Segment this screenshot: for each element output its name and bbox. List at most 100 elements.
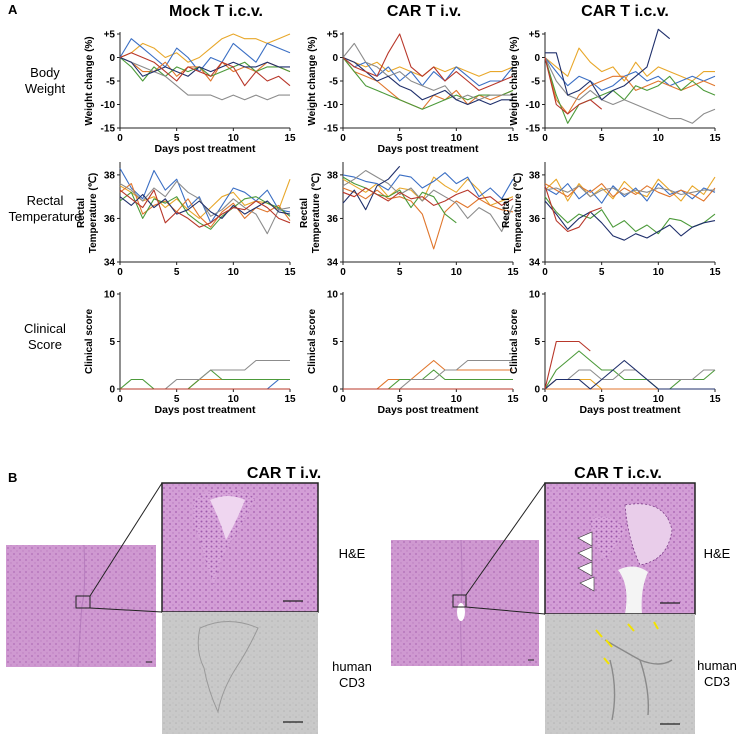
series-line-3 [119,183,291,228]
series-line-7 [342,33,514,91]
y-axis-label: Temperature (℃) [88,173,99,254]
row-title-rectal-temp-2: Temperature [9,209,82,224]
stain-label-cd3-right-2: CD3 [704,674,730,689]
stain-label-cd3-right-1: human [697,658,737,673]
chart-1-1: -15 -10 -5 0 +5 0 5 10 15 Weight change (%) Days p… [84,30,296,156]
series-line-4 [119,191,291,230]
series-line-1 [544,176,716,202]
arrowhead-marker [577,546,593,562]
row-title-body-weight-1: Body [30,65,60,80]
x-tick-label: 0 [340,394,346,405]
series-line-1 [119,33,291,63]
zoom-line-top [89,482,163,597]
y-tick-label: -10 [101,100,116,111]
chart-2-3: 34 36 38 0 5 10 15 Rectal Temperature (℃) [501,162,721,278]
series-line-5 [119,180,291,235]
series-line-6 [545,28,671,101]
x-tick-label: 10 [451,394,463,405]
series-line-5 [120,359,290,390]
series-line-2 [120,378,290,390]
series-line-2 [119,168,291,224]
arrow-marker [595,629,603,638]
x-axis-label: Days post treatment [580,404,681,416]
x-tick-label: 10 [228,133,240,144]
series-line-6 [342,165,401,211]
x-tick-label: 10 [653,394,665,405]
row-title-body-weight-2: Weight [25,81,66,96]
chart-1-3: -15 -10 -5 0 +5 0 5 10 15 Weight change (%) [509,28,721,144]
x-tick-label: 0 [117,394,123,405]
chart-3-3: 0 5 10 0 5 10 15 Clinical score Days post treatm… [509,290,721,417]
chart-3-1: 0 5 10 0 5 10 15 Clinical score Days post treatm… [84,290,296,417]
stain-label-cd3-left-2: CD3 [339,675,365,690]
x-tick-label: 0 [340,267,346,278]
series-line-5 [119,56,290,101]
y-axis-label: Rectal [76,198,87,228]
y-tick-label: 0 [332,385,338,396]
he-overview-car-icv [391,539,539,667]
y-tick-label: 38 [327,170,339,181]
he-zoom-car-icv [544,482,696,615]
x-tick-label: 5 [599,267,605,278]
series-line-7 [119,189,291,228]
x-tick-label: 5 [397,267,403,278]
series-line-3 [120,378,290,390]
y-tick-label: -5 [329,77,338,88]
x-tick-label: 5 [599,133,605,144]
panel-a-label: A [8,2,18,17]
arrowhead-marker [579,576,595,592]
y-tick-label: -5 [106,77,115,88]
y-tick-label: +5 [529,30,541,41]
zoom-line-bottom [465,606,546,615]
y-axis-label: Temperature (℃) [311,173,322,254]
series-line-7 [342,187,514,206]
series-line-5 [342,42,513,101]
arrow-marker [653,621,659,630]
he-zoom-car-iv [161,482,319,613]
x-tick-label: 5 [174,394,180,405]
series-line-4 [544,196,716,235]
line-charts-grid: -15 -10 -5 0 +5 0 5 10 15 Weight change (%) Days p… [76,28,721,417]
he-overview-car-iv [6,544,156,668]
x-tick-label: 0 [542,394,548,405]
yellow-arrows [595,621,659,665]
x-tick-label: 5 [174,133,180,144]
y-tick-label: 34 [327,258,339,269]
y-axis-label: Rectal [299,198,310,228]
x-tick-label: 10 [228,267,240,278]
y-tick-label: 36 [104,214,116,225]
x-tick-label: 15 [507,267,519,278]
series-line-3 [544,57,716,115]
y-axis-label: Clinical score [84,309,95,374]
y-tick-label: 36 [529,214,541,225]
y-tick-label: 36 [327,214,339,225]
histology-title-car-iv: CAR T i.v. [247,465,321,482]
x-tick-label: 0 [117,133,123,144]
x-axis-label: Days post treatment [155,143,256,155]
x-tick-label: 10 [451,133,463,144]
stain-label-he-right: H&E [704,546,731,561]
x-tick-label: 0 [542,267,548,278]
chart-3-2: 0 5 10 0 5 10 15 Clinical score Days post treatm… [307,290,519,417]
row-title-clinical-score-1: Clinical [24,321,66,336]
column-title-car-icv: CAR T i.c.v. [581,3,669,20]
series-line-2 [119,38,291,73]
row-title-rectal-temp-1: Rectal [27,193,64,208]
y-tick-label: 10 [529,290,541,301]
row-title-clinical-score-2: Score [28,337,62,352]
x-tick-label: 15 [507,133,519,144]
y-tick-label: 34 [104,258,116,269]
series-line-7 [119,52,291,87]
series-line-2 [342,57,514,87]
column-title-mock-icv: Mock T i.c.v. [169,3,263,20]
series-line-6 [544,200,716,241]
y-tick-label: 5 [332,337,338,348]
y-tick-label: 0 [109,385,115,396]
y-tick-label: 0 [534,53,540,64]
cd3-car-icv [545,614,695,734]
y-axis-label: Weight change (%) [509,36,520,125]
series-line-1 [544,47,715,82]
series-line-4 [342,57,514,110]
